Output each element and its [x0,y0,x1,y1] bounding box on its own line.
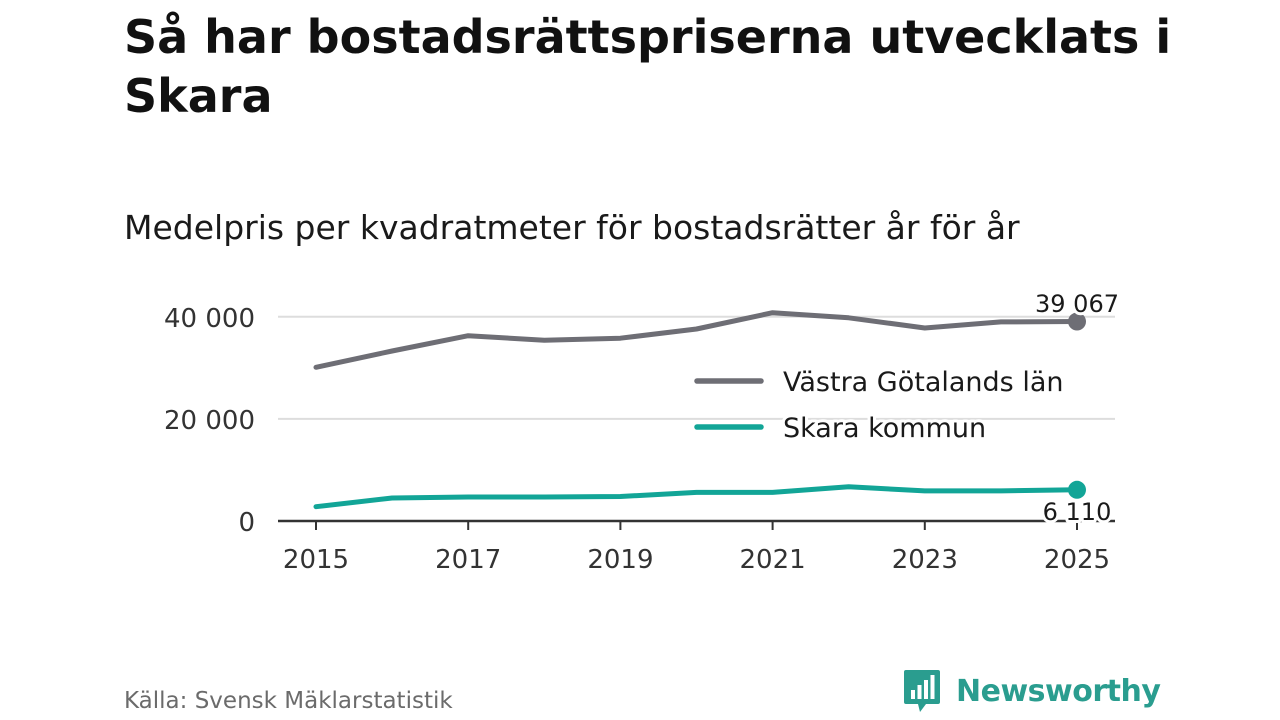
end-point-vastra-gotaland [1068,312,1086,331]
x-tick-label: 2017 [435,545,501,575]
chart-title: Så har bostadsrättspriserna utvecklats i… [124,10,1172,123]
legend: Västra Götalands län Skara kommun [694,364,1066,447]
y-axis: 0 20 000 40 000 [164,304,255,538]
end-label-skara: 6 110 [1043,498,1112,526]
y-tick-label: 40 000 [164,304,255,334]
end-labels: 39 067 6 110 [1032,287,1122,529]
series-line-skara [313,484,1080,510]
chart-bubble-icon [904,670,940,712]
source-note: Källa: Svensk Mäklarstatistik [124,688,453,714]
x-tick-label: 2015 [283,545,349,575]
x-tick-label: 2023 [892,545,958,575]
series-line-vastra-gotaland [313,310,1080,370]
line-chart: 2015 2017 2019 2021 2023 2025 0 20 000 40 000 V… [164,287,1122,575]
newsworthy-logo: Newsworthy [902,668,1161,714]
chart-subtitle: Medelpris per kvadratmeter för bostadsrä… [124,208,1020,247]
end-point-skara [1068,480,1086,499]
x-tick-label: 2021 [740,545,806,575]
gridlines [278,315,1115,420]
x-axis: 2015 2017 2019 2021 2023 2025 [278,519,1115,575]
x-tick-label: 2019 [587,545,653,575]
end-label-vastra-gotaland: 39 067 [1035,290,1119,318]
x-tick-label: 2025 [1044,545,1110,575]
y-tick-label: 0 [238,508,255,538]
legend-label-vastra-gotaland: Västra Götalands län [783,367,1063,398]
y-tick-label: 20 000 [164,406,255,436]
series-lines [313,310,1086,510]
legend-label-skara: Skara kommun [783,413,986,444]
brand-name: Newsworthy [956,673,1161,709]
